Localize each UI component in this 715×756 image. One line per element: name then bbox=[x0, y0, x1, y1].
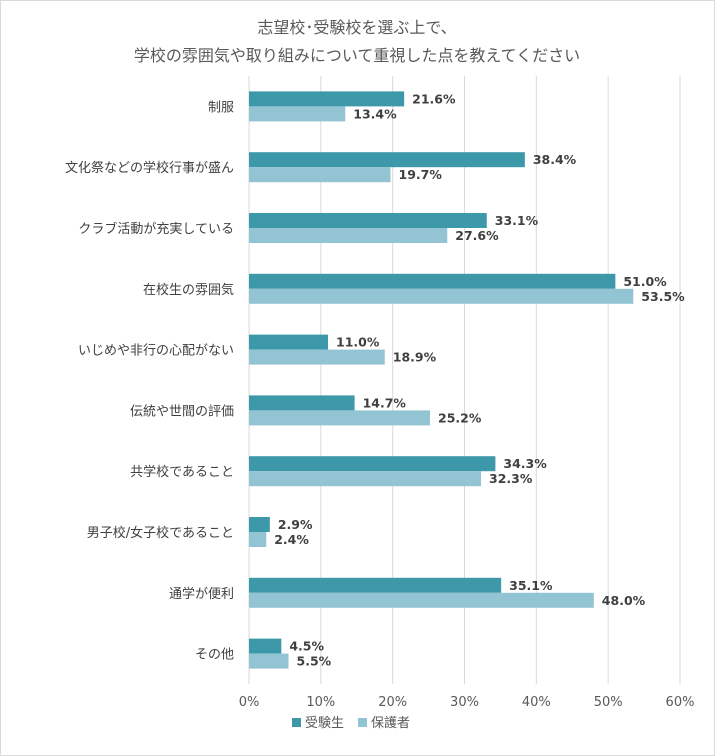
category-label: 男子校/女子校であること bbox=[87, 525, 234, 541]
bar-parent bbox=[249, 106, 346, 122]
category-labels: 制服文化祭などの学校行事が盛んクラブ活動が充実している在校生の雰囲気いじめや非行… bbox=[65, 100, 234, 662]
x-tick-label: 40% bbox=[522, 695, 551, 710]
bar-student bbox=[249, 577, 502, 593]
category-label: 共学校であること bbox=[130, 464, 234, 480]
bars bbox=[249, 91, 634, 669]
bar-parent bbox=[249, 167, 391, 183]
bar-student bbox=[249, 638, 282, 654]
chart-title-line-2: 学校の雰囲気や取り組みについて重視した点を教えてください bbox=[134, 46, 580, 65]
bar-parent bbox=[249, 349, 385, 365]
bar-student bbox=[249, 395, 355, 411]
data-label: 18.9% bbox=[393, 350, 437, 365]
data-label: 4.5% bbox=[289, 639, 324, 654]
category-label: いじめや非行の心配がない bbox=[78, 344, 234, 359]
data-label: 53.5% bbox=[641, 289, 685, 304]
bar-parent bbox=[249, 471, 482, 487]
data-label: 35.1% bbox=[509, 578, 553, 593]
bar-parent bbox=[249, 288, 634, 304]
data-label: 27.6% bbox=[455, 228, 499, 243]
legend-swatch bbox=[292, 718, 301, 727]
bar-student bbox=[249, 334, 329, 350]
legend-swatch bbox=[358, 718, 367, 727]
category-label: 在校生の雰囲気 bbox=[143, 282, 234, 298]
data-label: 32.3% bbox=[489, 471, 533, 486]
category-label: 制服 bbox=[208, 100, 234, 115]
data-label: 13.4% bbox=[353, 106, 397, 121]
data-label: 51.0% bbox=[623, 274, 667, 289]
category-label: 伝統や世間の評価 bbox=[130, 404, 234, 419]
bar-parent bbox=[249, 532, 267, 547]
legend: 受験生 保護者 bbox=[292, 715, 410, 731]
data-label: 11.0% bbox=[336, 335, 380, 350]
x-tick-label: 10% bbox=[306, 695, 335, 710]
data-label: 5.5% bbox=[297, 654, 332, 669]
legend-label: 保護者 bbox=[371, 715, 410, 731]
x-tick-label: 20% bbox=[378, 695, 407, 710]
data-label: 2.4% bbox=[274, 532, 309, 547]
category-label: その他 bbox=[195, 648, 234, 663]
x-tick-label: 50% bbox=[594, 695, 623, 710]
legend-label: 受験生 bbox=[305, 716, 344, 731]
data-label: 14.7% bbox=[363, 395, 407, 410]
x-tick-label: 30% bbox=[450, 695, 479, 710]
category-label: クラブ活動が充実している bbox=[78, 221, 234, 237]
bar-parent bbox=[249, 228, 448, 243]
bar-student bbox=[249, 517, 270, 532]
x-tick-label: 60% bbox=[666, 695, 695, 710]
bar-parent bbox=[249, 410, 431, 426]
chart-title-line-1: 志望校･受験校を選ぶ上で、 bbox=[257, 18, 456, 37]
bar-student bbox=[249, 152, 525, 168]
x-tick-label: 0% bbox=[239, 695, 260, 710]
data-label: 21.6% bbox=[412, 91, 456, 106]
data-label: 33.1% bbox=[495, 213, 539, 228]
chart-title: 志望校･受験校を選ぶ上で、 学校の雰囲気や取り組みについて重視した点を教えてくだ… bbox=[134, 18, 580, 65]
data-label: 38.4% bbox=[533, 152, 577, 167]
data-label: 34.3% bbox=[503, 456, 547, 471]
bar-student bbox=[249, 213, 487, 228]
bar-student bbox=[249, 273, 616, 289]
data-label: 25.2% bbox=[438, 410, 482, 425]
data-label: 48.0% bbox=[602, 593, 646, 608]
x-axis-ticks: 0% 10% 20% 30% 40% 50% 60% bbox=[239, 695, 695, 710]
category-label: 通学が便利 bbox=[169, 586, 234, 602]
bar-parent bbox=[249, 592, 594, 608]
category-label: 文化祭などの学校行事が盛ん bbox=[65, 160, 234, 176]
data-label: 2.9% bbox=[278, 517, 313, 532]
bar-student bbox=[249, 456, 496, 472]
bar-student bbox=[249, 91, 405, 107]
bar-parent bbox=[249, 653, 289, 669]
data-labels: 21.6% 13.4% 38.4% 19.7% 33.1%27.6% 51.0%53.5%… bbox=[274, 91, 685, 668]
data-label: 19.7% bbox=[399, 167, 443, 182]
